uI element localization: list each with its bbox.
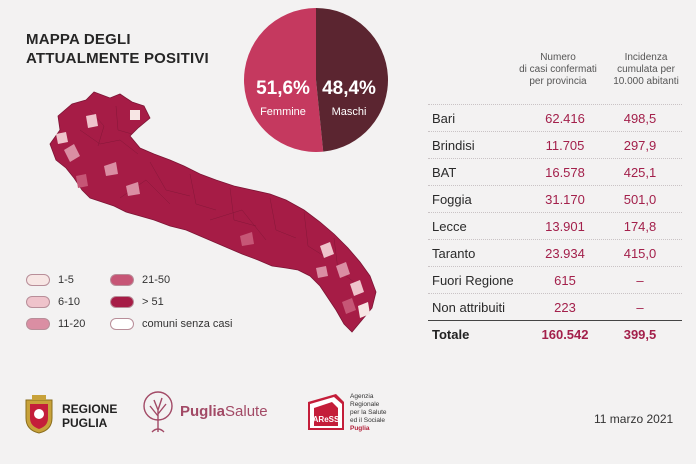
female-share: 51,6% Femmine bbox=[250, 78, 316, 118]
regione-puglia-crest-icon bbox=[25, 395, 53, 434]
incidence-value: 425,1 bbox=[623, 165, 657, 180]
title-line-2: ATTUALMENTE POSITIVI bbox=[26, 50, 209, 67]
aress-line: Regionale bbox=[350, 401, 380, 408]
aress-mark-text: AReSS bbox=[313, 415, 340, 424]
header-line: cumulata per bbox=[617, 64, 675, 75]
aress-line: ed il Sociale bbox=[350, 417, 386, 424]
male-label: Maschi bbox=[331, 106, 367, 118]
male-percent: 48,4% bbox=[322, 78, 376, 99]
province-name: Taranto bbox=[432, 246, 476, 261]
pie-slice-male bbox=[316, 8, 388, 152]
table-row: Taranto 23.934 415,0 bbox=[428, 239, 682, 266]
low-case-municipalities bbox=[56, 110, 370, 318]
cases-value: 13.901 bbox=[545, 219, 585, 234]
legend-swatch-icon bbox=[110, 318, 134, 331]
incidence-value: 498,5 bbox=[623, 111, 657, 126]
table-row: Brindisi 11.705 297,9 bbox=[428, 131, 682, 158]
incidence-value: 415,0 bbox=[623, 246, 657, 261]
province-name: BAT bbox=[432, 165, 457, 180]
province-table: Bari 62.416 498,5 Brindisi 11.705 297,9 BAT 1… bbox=[428, 104, 682, 347]
header-line: Numero bbox=[540, 52, 576, 63]
province-name: Fuori Regione bbox=[432, 273, 514, 288]
table-row: Bari 62.416 498,5 bbox=[428, 104, 682, 131]
male-share: 48,4% Maschi bbox=[316, 78, 382, 118]
legend-item: 1-5 bbox=[26, 274, 74, 287]
total-incidence-value: 399,5 bbox=[623, 327, 657, 342]
female-label: Femmine bbox=[260, 106, 306, 118]
province-name: Non attribuiti bbox=[432, 300, 505, 315]
report-date: 11 marzo 2021 bbox=[594, 412, 674, 426]
table-row: Lecce 13.901 174,8 bbox=[428, 212, 682, 239]
legend-item: > 51 bbox=[110, 296, 164, 309]
province-name: Foggia bbox=[432, 192, 472, 207]
regione-line: REGIONE bbox=[62, 402, 118, 416]
legend-swatch-icon bbox=[110, 274, 134, 287]
table-row: Fuori Regione 615 – bbox=[428, 266, 682, 293]
cases-column-header: Numero di casi confermati per provincia bbox=[510, 52, 606, 88]
legend-item: 11-20 bbox=[26, 318, 86, 331]
incidence-value: – bbox=[636, 300, 644, 315]
page-title: MAPPA DEGLI ATTUALMENTE POSITIVI bbox=[26, 30, 209, 68]
cases-value: 223 bbox=[554, 300, 576, 315]
province-name: Brindisi bbox=[432, 138, 475, 153]
legend-item: comuni senza casi bbox=[110, 318, 233, 331]
table-row: BAT 16.578 425,1 bbox=[428, 158, 682, 185]
incidence-value: 297,9 bbox=[623, 138, 657, 153]
puglia-salute-light: Salute bbox=[225, 403, 268, 420]
aress-line: Agenzia bbox=[350, 393, 374, 400]
legend-swatch-icon bbox=[26, 274, 50, 287]
province-name: Lecce bbox=[432, 219, 467, 234]
title-line-1: MAPPA DEGLI bbox=[26, 31, 131, 48]
total-cases-value: 160.542 bbox=[541, 327, 589, 342]
puglia-salute-logo-text: PugliaSalute bbox=[180, 403, 268, 420]
regione-puglia-text: REGIONE PUGLIA bbox=[62, 402, 117, 430]
gender-pie-chart bbox=[244, 8, 388, 152]
puglia-salute-tree-icon bbox=[143, 391, 173, 433]
incidence-value: 174,8 bbox=[623, 219, 657, 234]
cases-value: 615 bbox=[554, 273, 576, 288]
puglia-salute-bold: Puglia bbox=[180, 403, 226, 420]
cases-value: 62.416 bbox=[545, 111, 585, 126]
table-row: Non attribuiti 223 – bbox=[428, 293, 682, 320]
table-total-row: Totale 160.542 399,5 bbox=[428, 320, 682, 347]
aress-line: per la Salute bbox=[350, 409, 387, 416]
legend-label: 21-50 bbox=[142, 274, 171, 287]
legend-swatch-icon bbox=[26, 296, 50, 309]
incidence-value: 501,0 bbox=[623, 192, 657, 207]
legend-label: 6-10 bbox=[58, 296, 81, 309]
legend-label: comuni senza casi bbox=[142, 318, 233, 331]
puglia-region-map bbox=[49, 91, 377, 333]
header-line: Incidenza bbox=[624, 52, 668, 63]
incidence-value: – bbox=[636, 273, 644, 288]
legend-swatch-icon bbox=[26, 318, 50, 331]
header-line: di casi confermati bbox=[519, 64, 597, 75]
table-row: Foggia 31.170 501,0 bbox=[428, 185, 682, 212]
province-name: Bari bbox=[432, 111, 456, 126]
header-line: per provincia bbox=[529, 76, 587, 87]
aress-puglia: Puglia bbox=[350, 425, 370, 432]
regione-line: PUGLIA bbox=[62, 416, 108, 430]
total-label: Totale bbox=[432, 327, 470, 342]
region-shape bbox=[49, 91, 377, 333]
aress-logo-icon: AReSS bbox=[308, 394, 344, 430]
legend-item: 6-10 bbox=[26, 296, 81, 309]
header-line: 10.000 abitanti bbox=[613, 76, 679, 87]
incidence-column-header: Incidenza cumulata per 10.000 abitanti bbox=[604, 52, 688, 88]
female-percent: 51,6% bbox=[256, 78, 310, 99]
cases-value: 31.170 bbox=[545, 192, 585, 207]
legend-swatch-icon bbox=[110, 296, 134, 309]
legend-item: 21-50 bbox=[110, 274, 171, 287]
pie-slice-female bbox=[244, 8, 324, 152]
cases-value: 23.934 bbox=[545, 246, 585, 261]
legend-label: 1-5 bbox=[58, 274, 74, 287]
cases-value: 16.578 bbox=[545, 165, 585, 180]
legend-label: 11-20 bbox=[58, 318, 86, 331]
cases-value: 11.705 bbox=[545, 138, 585, 153]
aress-description: Agenzia Regionale per la Salute ed il So… bbox=[350, 393, 387, 433]
legend-label: > 51 bbox=[142, 296, 164, 309]
